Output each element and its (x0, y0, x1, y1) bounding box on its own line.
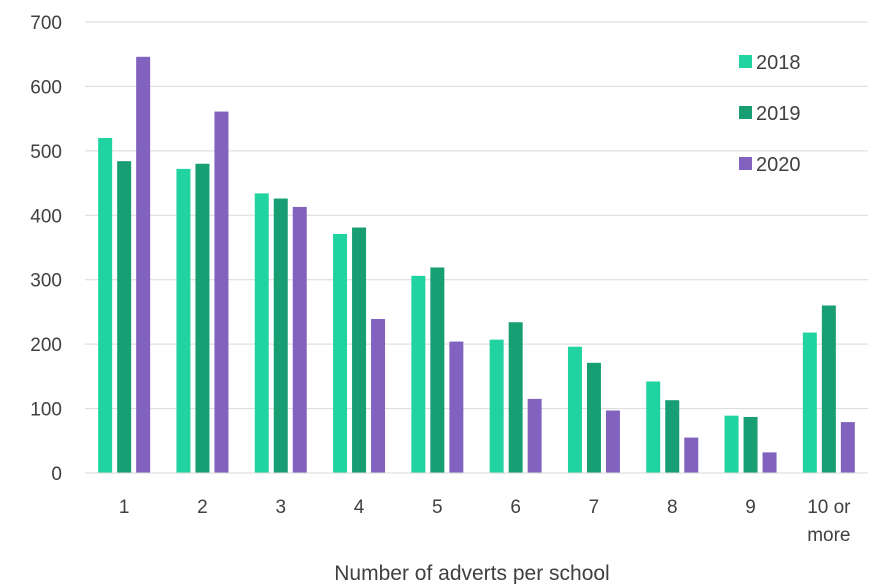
y-axis-ticks: 0 100 200 300 400 500 600 700 (30, 13, 62, 485)
bar-2019-8 (665, 400, 680, 473)
x-tick-label: 9 (745, 497, 756, 518)
bar-2019-5 (430, 267, 445, 473)
bar-2019-1 (117, 161, 132, 473)
bar-2019-4 (352, 227, 367, 473)
bar-2019-9 (743, 416, 758, 473)
bar-2019-7 (586, 362, 601, 473)
x-tick-label: 8 (667, 497, 678, 518)
bar-2019-3 (273, 198, 288, 473)
x-tick-label: 3 (275, 497, 286, 518)
bar-2018-7 (567, 346, 582, 473)
bars (98, 56, 855, 473)
legend-swatch-2019 (739, 106, 752, 119)
bar-2020-10 (840, 422, 855, 473)
bar-2020-9 (762, 452, 777, 473)
y-tick-label: 500 (30, 142, 62, 163)
bar-2018-9 (724, 415, 739, 473)
bar-2018-10 (802, 332, 817, 473)
y-tick-label: 0 (51, 464, 62, 485)
bar-2018-2 (176, 168, 191, 473)
bar-2020-2 (214, 111, 229, 473)
y-tick-label: 400 (30, 206, 62, 227)
bar-2019-2 (195, 163, 210, 473)
legend: 2018 2019 2020 (739, 52, 801, 176)
y-tick-label: 700 (30, 13, 62, 34)
bar-2018-4 (333, 233, 348, 473)
bar-2018-3 (254, 193, 269, 473)
legend-swatch-2020 (739, 157, 752, 170)
bar-2020-8 (684, 437, 699, 473)
bar-2020-6 (527, 398, 542, 473)
x-axis-ticks: 1 2 3 4 5 6 7 8 9 10 or more (119, 497, 851, 546)
bar-2019-6 (508, 322, 523, 473)
bar-2018-6 (489, 339, 504, 473)
x-tick-label: 2 (197, 497, 208, 518)
x-tick-label: 1 (119, 497, 130, 518)
legend-label-2019: 2019 (756, 103, 801, 125)
x-axis-title: Number of adverts per school (334, 562, 609, 584)
x-tick-label: more (807, 525, 850, 546)
bar-2020-4 (371, 319, 386, 473)
x-tick-label: 7 (589, 497, 600, 518)
x-tick-label: 5 (432, 497, 443, 518)
x-tick-label: 4 (354, 497, 365, 518)
bar-2020-7 (605, 410, 620, 473)
x-tick-label: 6 (510, 497, 521, 518)
bar-2020-5 (449, 341, 464, 473)
legend-label-2020: 2020 (756, 154, 801, 176)
y-tick-label: 100 (30, 400, 62, 421)
bar-2020-3 (292, 206, 307, 473)
bar-2018-1 (98, 137, 113, 473)
y-tick-label: 200 (30, 335, 62, 356)
bar-2018-8 (646, 381, 661, 473)
bar-2020-1 (136, 56, 151, 473)
bar-2019-10 (821, 305, 836, 473)
legend-label-2018: 2018 (756, 52, 801, 74)
bar-2018-5 (411, 275, 426, 473)
x-tick-label: 10 or (807, 497, 851, 518)
y-tick-label: 600 (30, 77, 62, 98)
y-tick-label: 300 (30, 271, 62, 292)
legend-swatch-2018 (739, 55, 752, 68)
